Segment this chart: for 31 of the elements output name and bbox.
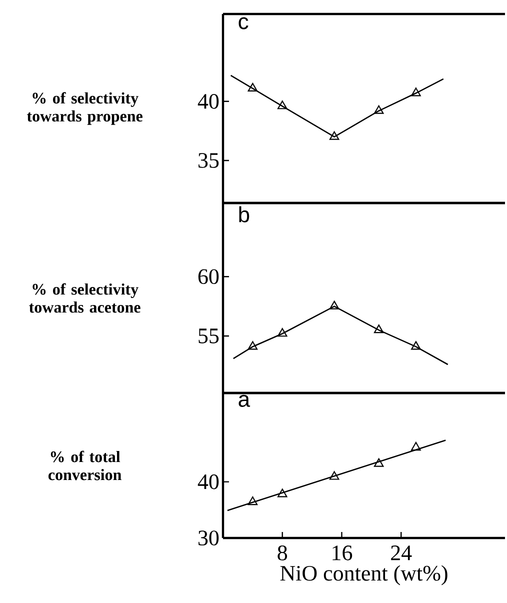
point (411, 442, 421, 451)
chart-title: c (238, 17, 248, 30)
y-tick-label: 40 (198, 474, 219, 490)
y-tick-label: 55 (198, 328, 219, 344)
point (277, 100, 288, 110)
x-tick-label: 24 (391, 546, 412, 560)
point (329, 300, 340, 310)
y-tick-label: 40 (198, 94, 219, 109)
y-axis-title: % of selectivity towards propene (26, 92, 142, 125)
point (329, 131, 340, 140)
point (277, 488, 288, 498)
point (374, 105, 384, 114)
x-tick-label: 8 (278, 546, 288, 560)
point (329, 471, 340, 480)
x-tick-label: 16 (332, 546, 352, 560)
point (248, 82, 258, 92)
x-axis-title: NiO content (wt%) (280, 565, 448, 586)
y-axis-title: % of selectivity towards acetone (29, 283, 140, 313)
point (411, 341, 421, 350)
point (374, 324, 384, 334)
point (374, 458, 384, 467)
y-tick-label: 35 (198, 153, 219, 168)
point (248, 341, 258, 350)
y-tick-label: 60 (198, 269, 219, 284)
y-tick-label: 30 (198, 530, 219, 546)
chart-title: b (239, 206, 250, 222)
chart-title: a (238, 394, 250, 407)
point (277, 328, 288, 337)
y-axis-title: % of total conversion (48, 450, 122, 480)
point (248, 496, 258, 506)
point (411, 88, 421, 96)
